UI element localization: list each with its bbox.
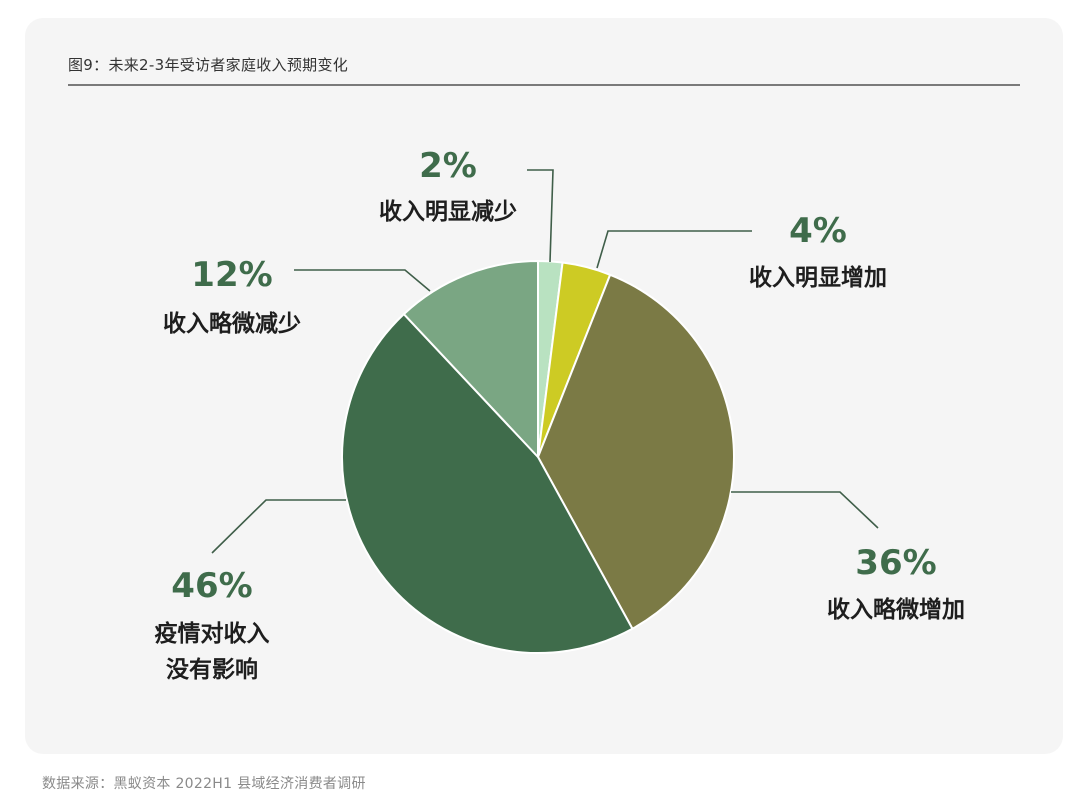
slice-percentage-label: 36% [855,543,936,583]
leader-lines [211,169,879,554]
slice-percentage-label: 2% [419,146,477,186]
pie-slice [341,313,634,654]
pie-slice [402,260,539,458]
slice-percentage-label: 12% [191,255,272,295]
leader-line [596,230,752,269]
title-divider [68,84,1020,86]
pie-slice [537,273,735,630]
slice-percentage-label: 46% [171,566,252,606]
figure-title: 图9：未来2-3年受访者家庭收入预期变化 [68,56,349,74]
leader-line [211,499,346,554]
pie-slices [341,260,735,654]
data-source: 数据来源：黑蚁资本 2022H1 县域经济消费者调研 [42,776,366,792]
slice-category-label: 收入略微增加 [827,596,965,623]
slice-category-label: 收入略微减少 [163,310,301,337]
slice-category-label: 疫情对收入 [155,620,270,647]
slice-category-label: 收入明显减少 [379,198,517,225]
slice-category-label: 收入明显增加 [749,264,887,291]
slice-percentage-label: 4% [789,211,847,251]
leader-line [294,269,431,292]
slice-category-label: 没有影响 [166,656,258,683]
leader-line [527,169,554,263]
leader-line [731,491,879,529]
